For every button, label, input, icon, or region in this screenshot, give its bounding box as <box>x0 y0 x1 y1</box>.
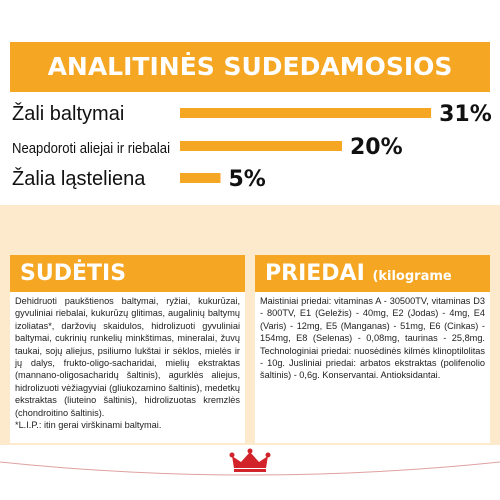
category-label: Neapdoroti aliejai ir riebalai <box>12 140 170 157</box>
section-title-text: PRIEDAI <box>265 261 365 286</box>
logo <box>229 448 271 472</box>
value-label: 20% <box>350 135 403 160</box>
bar <box>180 108 432 118</box>
composition-box: SUDĖTIS Dehidruoti paukštienos baltymai,… <box>10 255 245 443</box>
value-label: 31% <box>439 102 492 127</box>
section-subtitle: (kilograme ėdalo) <box>265 269 452 324</box>
value-label: 5% <box>229 167 266 192</box>
section-body: Dehidruoti paukštienos baltymai, ryžiai,… <box>10 292 245 443</box>
logo-curve <box>0 461 500 476</box>
chart: Žali baltymai 31% Neapdoroti aliejai ir ri… <box>12 102 492 192</box>
bar <box>180 173 221 183</box>
bar <box>180 141 342 151</box>
section-title: PRIEDAI (kilograme ėdalo) <box>255 255 490 324</box>
category-label: Žali baltymai <box>12 102 124 125</box>
section-text: Dehidruoti paukštienos baltymai, ryžiai,… <box>15 296 240 418</box>
section-text: Maistiniai priedai: vitaminas A - 30500T… <box>260 296 485 381</box>
section-title: SUDĖTIS <box>10 255 245 292</box>
category-label: Žalia ląsteliena <box>12 167 146 190</box>
chart-title: ANALITINĖS SUDEDAMOSIOS DALYS <box>10 42 490 131</box>
additives-box: PRIEDAI (kilograme ėdalo) Maistiniai pri… <box>255 255 490 443</box>
section-body: Maistiniai priedai: vitaminas A - 30500T… <box>255 292 490 443</box>
section-note: *L.I.P.: itin gerai virškinami baltymai. <box>15 420 162 431</box>
